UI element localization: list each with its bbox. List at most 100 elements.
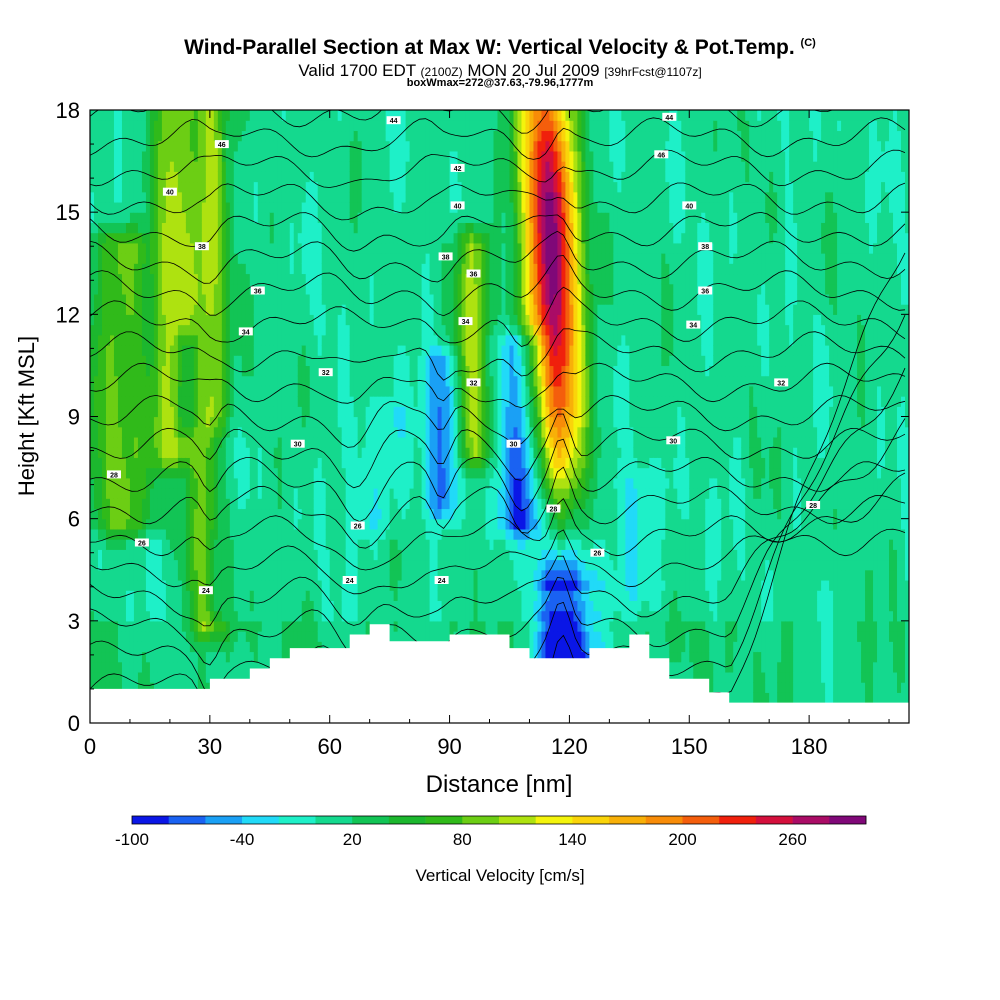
field-cell <box>153 579 159 591</box>
field-cell <box>153 181 159 193</box>
field-cell <box>265 518 271 530</box>
field-cell <box>129 171 135 183</box>
field-cell <box>193 671 199 683</box>
field-cell <box>217 651 223 663</box>
field-cell <box>245 569 251 581</box>
field-cell <box>401 457 407 469</box>
field-cell <box>305 559 311 571</box>
field-cell <box>201 549 207 561</box>
field-cell <box>413 263 419 275</box>
field-cell <box>201 263 207 275</box>
field-cell <box>117 375 123 387</box>
field-cell <box>221 590 227 601</box>
field-cell <box>249 518 255 530</box>
field-cell <box>365 222 371 234</box>
field-cell <box>229 283 235 295</box>
field-cell <box>353 171 359 183</box>
field-cell <box>277 406 283 418</box>
field-cell <box>305 436 311 448</box>
field-cell <box>253 528 259 540</box>
field-cell <box>101 539 107 550</box>
field-cell <box>141 498 147 510</box>
field-cell <box>133 212 139 223</box>
field-cell <box>357 610 363 622</box>
field-cell <box>377 120 383 132</box>
field-cell <box>233 671 239 683</box>
field-cell <box>285 385 291 397</box>
field-cell <box>397 212 403 223</box>
field-cell <box>217 120 223 132</box>
field-cell <box>265 416 271 428</box>
field-cell <box>90 304 95 315</box>
field-cell <box>129 355 135 367</box>
field-cell <box>405 610 411 622</box>
field-cell <box>189 293 195 305</box>
field-cell <box>401 518 407 530</box>
field-cell <box>265 528 271 540</box>
field-cell <box>293 579 299 591</box>
field-cell <box>117 222 123 234</box>
field-cell <box>189 385 195 397</box>
field-cell <box>349 273 355 285</box>
field-cell <box>345 488 351 499</box>
field-cell <box>237 426 243 438</box>
field-cell <box>105 324 111 336</box>
field-cell <box>121 661 127 673</box>
field-cell <box>181 314 187 326</box>
field-cell <box>293 314 299 326</box>
field-cell <box>245 140 251 152</box>
field-cell <box>413 161 419 172</box>
field-cell <box>401 528 407 540</box>
field-cell <box>249 600 255 612</box>
field-cell <box>293 201 299 213</box>
field-cell <box>253 222 259 234</box>
field-cell <box>97 590 103 601</box>
field-cell <box>357 283 363 295</box>
field-cell <box>277 130 283 142</box>
field-cell <box>121 222 127 234</box>
field-cell <box>357 171 363 183</box>
field-cell <box>197 110 203 121</box>
field-cell <box>161 528 167 540</box>
field-cell <box>101 488 107 499</box>
field-cell <box>157 590 163 601</box>
field-cell <box>341 344 347 356</box>
field-cell <box>165 549 171 561</box>
field-cell <box>381 559 387 571</box>
field-cell <box>213 498 219 510</box>
field-cell <box>221 559 227 571</box>
field-cell <box>301 212 307 223</box>
field-cell <box>381 508 387 520</box>
field-cell <box>329 559 335 571</box>
field-cell <box>337 242 343 254</box>
field-cell <box>381 253 387 264</box>
field-cell <box>129 201 135 213</box>
field-cell <box>173 222 179 234</box>
field-cell <box>277 426 283 438</box>
field-cell <box>237 253 243 264</box>
field-cell <box>137 293 143 305</box>
field-cell <box>369 610 375 622</box>
field-cell <box>313 467 319 479</box>
field-cell <box>94 549 99 561</box>
field-cell <box>381 334 387 346</box>
field-cell <box>281 293 287 305</box>
field-cell <box>265 365 271 377</box>
field-cell <box>221 130 227 142</box>
field-cell <box>145 201 151 213</box>
field-cell <box>141 488 147 499</box>
field-cell <box>333 641 339 653</box>
field-cell <box>133 579 139 591</box>
field-cell <box>173 539 179 550</box>
field-cell <box>265 150 271 162</box>
field-cell <box>413 212 419 223</box>
field-cell <box>385 181 391 193</box>
field-cell <box>257 130 263 142</box>
field-cell <box>305 549 311 561</box>
field-cell <box>261 447 267 458</box>
field-cell <box>157 641 163 653</box>
field-cell <box>229 263 235 275</box>
field-cell <box>417 467 423 479</box>
field-cell <box>113 631 119 642</box>
field-cell <box>253 549 259 561</box>
